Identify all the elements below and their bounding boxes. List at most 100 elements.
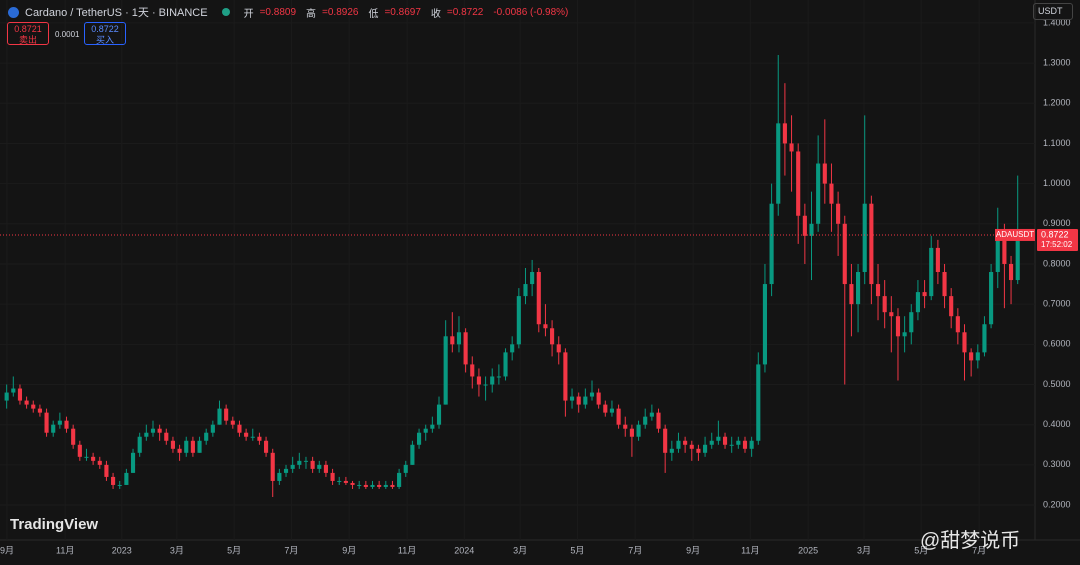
candle-body (796, 151, 801, 216)
candle-body (317, 464, 322, 469)
candle-body (157, 428, 162, 433)
candle-body (230, 420, 235, 425)
x-tick-label: 2025 (798, 545, 818, 555)
low-value: =0.8697 (384, 6, 421, 18)
buy-label: 买入 (95, 35, 114, 45)
candle-body (989, 272, 994, 325)
x-tick-label: 11月 (398, 545, 416, 555)
candle-body (889, 312, 894, 317)
candle-body (656, 412, 661, 429)
candle-body (24, 400, 29, 405)
candle-body (383, 484, 388, 487)
candle-body (929, 247, 934, 297)
open-label: 开 (243, 8, 254, 20)
y-tick-label: 1.4000 (1043, 17, 1071, 27)
x-tick-label: 5月 (914, 545, 928, 555)
author: @甜梦说币 (920, 530, 1021, 552)
y-tick-label: 0.8000 (1043, 258, 1071, 268)
market-status (221, 8, 230, 16)
candle-body (150, 428, 156, 433)
candle-body (37, 408, 42, 413)
symbol: Cardano / TetherUS · 1天 · BINANCE (25, 7, 208, 19)
candle-body (224, 408, 229, 421)
candle-body (875, 284, 881, 297)
candle-body (496, 376, 501, 378)
grid (0, 0, 1035, 540)
candle-body (456, 332, 462, 345)
candle-body (430, 424, 435, 429)
candle-body (303, 460, 309, 462)
candle-body (264, 440, 269, 453)
candle-body (11, 388, 16, 393)
candle-body (310, 460, 315, 469)
x-tick-label: 9月 (0, 545, 14, 555)
high-value: =0.8926 (322, 6, 359, 18)
y-tick-label: 0.3000 (1043, 459, 1071, 469)
candle-body (104, 464, 109, 477)
candle-body (370, 484, 375, 487)
price-tag (1037, 228, 1078, 251)
candle-body (623, 424, 628, 429)
candle-body (190, 440, 195, 453)
candle-body (589, 392, 595, 397)
x-tick-label: 7月 (284, 545, 298, 555)
candle-body (789, 143, 794, 152)
candle-body (576, 396, 581, 405)
candle-body (184, 440, 189, 453)
candle-body (210, 424, 215, 433)
candle-body (443, 336, 448, 405)
x-tick-label: 2024 (454, 545, 474, 555)
candle-body (995, 231, 1000, 273)
buy-button[interactable]: 0.8722 买入 (84, 22, 126, 45)
candle-body (955, 316, 960, 333)
currency-select[interactable]: USDT (1033, 3, 1073, 20)
ticker-label: ADAUSDT (996, 230, 1034, 239)
y-tick-label: 0.6000 (1043, 339, 1071, 349)
sell-button[interactable]: 0.8721 卖出 (7, 22, 49, 45)
change: -0.0086 (-0.98%) (493, 6, 569, 18)
candle-body (703, 444, 708, 453)
y-tick-label: 1.0000 (1043, 178, 1071, 188)
y-tick-label: 0.9000 (1043, 218, 1071, 228)
candle-body (689, 444, 694, 449)
candle-body (782, 123, 787, 144)
candle-body (44, 412, 49, 433)
candle-body (935, 247, 940, 273)
candle-body (337, 480, 342, 482)
candle-body (283, 468, 289, 473)
candle-body (849, 284, 854, 305)
candle-body (603, 404, 608, 413)
candle-body (476, 376, 481, 385)
candle-body (237, 424, 242, 433)
candle-body (982, 324, 987, 353)
candle-body (137, 436, 142, 453)
candle-body (536, 272, 541, 325)
candle-body (250, 436, 255, 438)
candle-body (776, 123, 781, 204)
candle-body (343, 480, 348, 483)
x-tick-label: 3月 (857, 545, 871, 555)
candle-body (64, 420, 69, 429)
candle-body (895, 316, 901, 337)
candle-body (510, 344, 515, 353)
axes: 0.2000 0.3000 0.4000 0.5000 0.6000 0.7000 0.80… (0, 17, 1078, 555)
candle-body (643, 416, 648, 425)
candle-body (164, 432, 169, 441)
candle-body (836, 203, 841, 224)
candle-body (1008, 263, 1014, 281)
watermark: TradingView (10, 516, 99, 533)
candle-body (31, 404, 36, 409)
x-tick-label: 7月 (628, 545, 642, 555)
y-tick-label: 0.7000 (1043, 299, 1071, 309)
candle-body (749, 440, 754, 449)
candle-body (503, 352, 508, 377)
candle-body (869, 203, 874, 285)
candle-body (270, 452, 275, 481)
candle-body (822, 163, 827, 184)
y-tick-label: 0.4000 (1043, 419, 1071, 429)
candle-body (410, 444, 415, 465)
open-value: =0.8809 (259, 6, 297, 18)
candle-body (629, 428, 634, 437)
